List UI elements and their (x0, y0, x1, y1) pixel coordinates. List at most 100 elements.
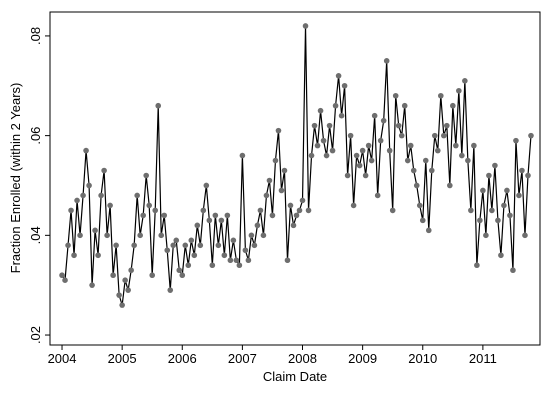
marker (296, 207, 303, 214)
marker (233, 257, 240, 264)
marker (239, 152, 246, 159)
marker (305, 207, 312, 214)
marker (501, 202, 507, 209)
marker (65, 242, 71, 249)
marker (299, 197, 306, 204)
marker (275, 127, 282, 134)
marker (92, 227, 98, 234)
marker (314, 142, 321, 149)
marker (74, 197, 80, 204)
marker (419, 217, 426, 224)
marker (89, 282, 95, 288)
marker (251, 242, 258, 249)
marker (302, 23, 309, 29)
marker (356, 162, 363, 169)
marker (416, 202, 423, 209)
marker (77, 232, 83, 239)
marker (359, 147, 366, 154)
marker (221, 252, 228, 259)
marker (101, 167, 107, 174)
marker (209, 262, 216, 269)
marker (107, 202, 113, 209)
marker (224, 212, 231, 219)
marker (164, 247, 171, 254)
x-tick-label: 2004 (48, 351, 77, 366)
marker (341, 82, 348, 89)
y-tick-label: .04 (28, 226, 43, 244)
marker (386, 147, 393, 154)
marker (528, 132, 534, 139)
marker (122, 277, 128, 283)
marker (59, 272, 65, 279)
marker (401, 102, 408, 109)
marker (62, 277, 68, 283)
marker (525, 172, 531, 179)
marker (389, 207, 396, 214)
marker (483, 232, 489, 239)
marker (293, 212, 300, 219)
marker (179, 272, 186, 279)
marker (197, 242, 204, 249)
marker (447, 182, 453, 189)
marker (161, 212, 168, 219)
marker (242, 247, 249, 254)
marker (68, 207, 74, 214)
marker (71, 252, 77, 259)
x-tick-label: 2010 (408, 351, 437, 366)
y-tick-label: .08 (28, 27, 43, 45)
marker (471, 142, 477, 149)
marker (185, 262, 192, 269)
marker (410, 167, 417, 174)
marker (480, 187, 486, 194)
x-tick-label: 2005 (108, 351, 137, 366)
marker (182, 242, 189, 249)
marker (441, 132, 447, 139)
marker (465, 157, 471, 164)
marker (188, 237, 195, 244)
marker (137, 232, 143, 239)
marker (504, 187, 510, 194)
x-tick-label: 2011 (469, 351, 497, 366)
marker (263, 192, 270, 199)
marker (332, 102, 339, 109)
marker (278, 187, 285, 194)
marker (245, 257, 252, 264)
marker (362, 172, 369, 179)
marker (498, 252, 504, 259)
marker (194, 222, 201, 229)
marker (350, 202, 357, 209)
marker (128, 267, 134, 274)
marker (383, 58, 390, 64)
marker (269, 212, 276, 219)
marker (215, 242, 222, 249)
marker (218, 217, 225, 224)
marker (474, 262, 480, 269)
marker (317, 107, 324, 114)
marker (326, 122, 333, 129)
y-tick-label: .02 (28, 326, 43, 344)
marker (398, 132, 405, 139)
marker (206, 217, 213, 224)
marker (377, 137, 384, 144)
marker (516, 192, 522, 199)
y-axis-title: Fraction Enrolled (within 2 Years) (8, 83, 23, 274)
marker (374, 192, 381, 199)
marker (287, 202, 294, 209)
marker (173, 237, 180, 244)
x-axis-title: Claim Date (263, 369, 327, 384)
marker (437, 92, 444, 99)
marker (260, 232, 267, 239)
marker (338, 112, 345, 119)
marker (344, 172, 351, 179)
marker (353, 152, 360, 159)
marker (230, 237, 237, 244)
marker (167, 287, 174, 293)
marker (191, 252, 198, 259)
marker (95, 252, 101, 259)
marker (404, 157, 411, 164)
x-tick-label: 2008 (288, 351, 317, 366)
marker (392, 92, 399, 99)
marker (489, 207, 495, 214)
marker (212, 212, 219, 219)
marker (86, 182, 92, 189)
